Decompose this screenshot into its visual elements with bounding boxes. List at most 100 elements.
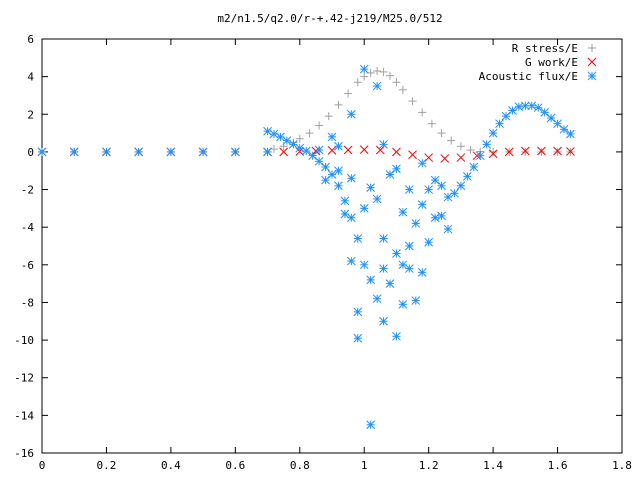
data-point (321, 175, 330, 185)
data-point (379, 234, 388, 243)
data-point (418, 108, 427, 117)
data-point (404, 241, 414, 251)
data-point (537, 147, 546, 156)
y-tick-label: -12 (14, 372, 34, 385)
data-point (450, 188, 459, 198)
x-tick-label: 1.2 (419, 459, 439, 472)
data-point (353, 234, 363, 243)
data-point (540, 108, 550, 117)
data-point (398, 299, 408, 309)
data-point (566, 147, 575, 156)
data-point (408, 150, 417, 160)
data-point (404, 264, 414, 273)
data-point (408, 97, 417, 106)
data-point (321, 162, 330, 172)
data-point (334, 181, 343, 191)
data-point (553, 119, 562, 129)
data-point (315, 121, 324, 130)
legend-label: Acoustic flux/E (479, 70, 578, 83)
data-point (379, 316, 388, 326)
data-point (346, 256, 356, 266)
data-point (314, 145, 324, 155)
data-point (37, 147, 47, 157)
legend-label: G work/E (525, 56, 578, 69)
data-point (359, 64, 369, 74)
data-point (308, 151, 318, 161)
data-point (566, 129, 575, 139)
data-point (295, 134, 304, 143)
data-point (353, 307, 363, 317)
data-point (488, 149, 498, 159)
data-point (372, 81, 382, 91)
data-point (417, 158, 427, 168)
data-point (198, 147, 208, 157)
legend-marker (587, 71, 597, 81)
data-point (340, 209, 350, 219)
data-point (398, 85, 407, 94)
data-point (475, 151, 485, 161)
data-point (69, 147, 79, 157)
data-point (553, 146, 562, 156)
data-point (334, 141, 343, 151)
data-point (346, 173, 356, 183)
plot-frame (41, 38, 623, 454)
y-tick-label: 0 (27, 146, 34, 159)
x-tick-label: 1.8 (612, 459, 632, 472)
data-point (102, 147, 111, 157)
y-tick-label: -14 (14, 409, 34, 422)
data-point (372, 194, 382, 204)
x-tick-label: 0.2 (97, 459, 117, 472)
data-point (375, 145, 385, 155)
data-point (334, 100, 343, 109)
legend-marker (588, 44, 596, 52)
data-point (469, 162, 479, 172)
data-point (404, 185, 414, 194)
series-2 (37, 64, 575, 430)
data-point (424, 237, 434, 247)
y-axis: 6 4 2 0 -2 -4 -6 -8 -10 -12 -14 -16 (14, 33, 622, 460)
x-tick-label: 0.6 (225, 459, 245, 472)
data-point (359, 260, 369, 270)
data-point (301, 146, 311, 156)
data-point (437, 181, 446, 191)
data-point (482, 140, 492, 149)
data-point (366, 275, 376, 285)
data-point (263, 147, 272, 157)
data-point (546, 113, 556, 123)
data-point (344, 89, 353, 98)
data-point (366, 420, 376, 430)
data-point (456, 181, 466, 191)
data-point (134, 147, 144, 157)
data-point (392, 249, 401, 258)
data-point (346, 109, 356, 119)
data-point (386, 71, 394, 80)
y-tick-label: -16 (14, 447, 34, 460)
data-point (443, 224, 453, 234)
data-point (411, 296, 421, 305)
data-point (462, 172, 472, 181)
y-tick-label: -4 (21, 221, 35, 234)
data-point (359, 204, 369, 213)
data-point (440, 154, 450, 163)
x-tick-label: 0 (39, 459, 46, 472)
data-point (553, 147, 562, 156)
x-tick-label: 1.6 (548, 459, 568, 472)
data-point (270, 145, 278, 154)
y-tick-label: -8 (21, 296, 34, 309)
data-point (359, 145, 369, 155)
x-tick-label: 1 (361, 459, 368, 472)
data-point (373, 66, 382, 75)
data-point (327, 132, 337, 142)
data-point (340, 196, 350, 206)
data-point (392, 147, 401, 157)
data-point (379, 264, 388, 273)
x-axis: 0 0.2 0.4 0.6 0.8 1 1.2 1.4 1.6 1.8 (39, 39, 632, 472)
data-point (360, 72, 369, 81)
data-point (392, 331, 401, 341)
data-point (456, 142, 465, 151)
data-point (427, 119, 436, 128)
data-point (314, 156, 324, 166)
data-point (366, 183, 376, 193)
